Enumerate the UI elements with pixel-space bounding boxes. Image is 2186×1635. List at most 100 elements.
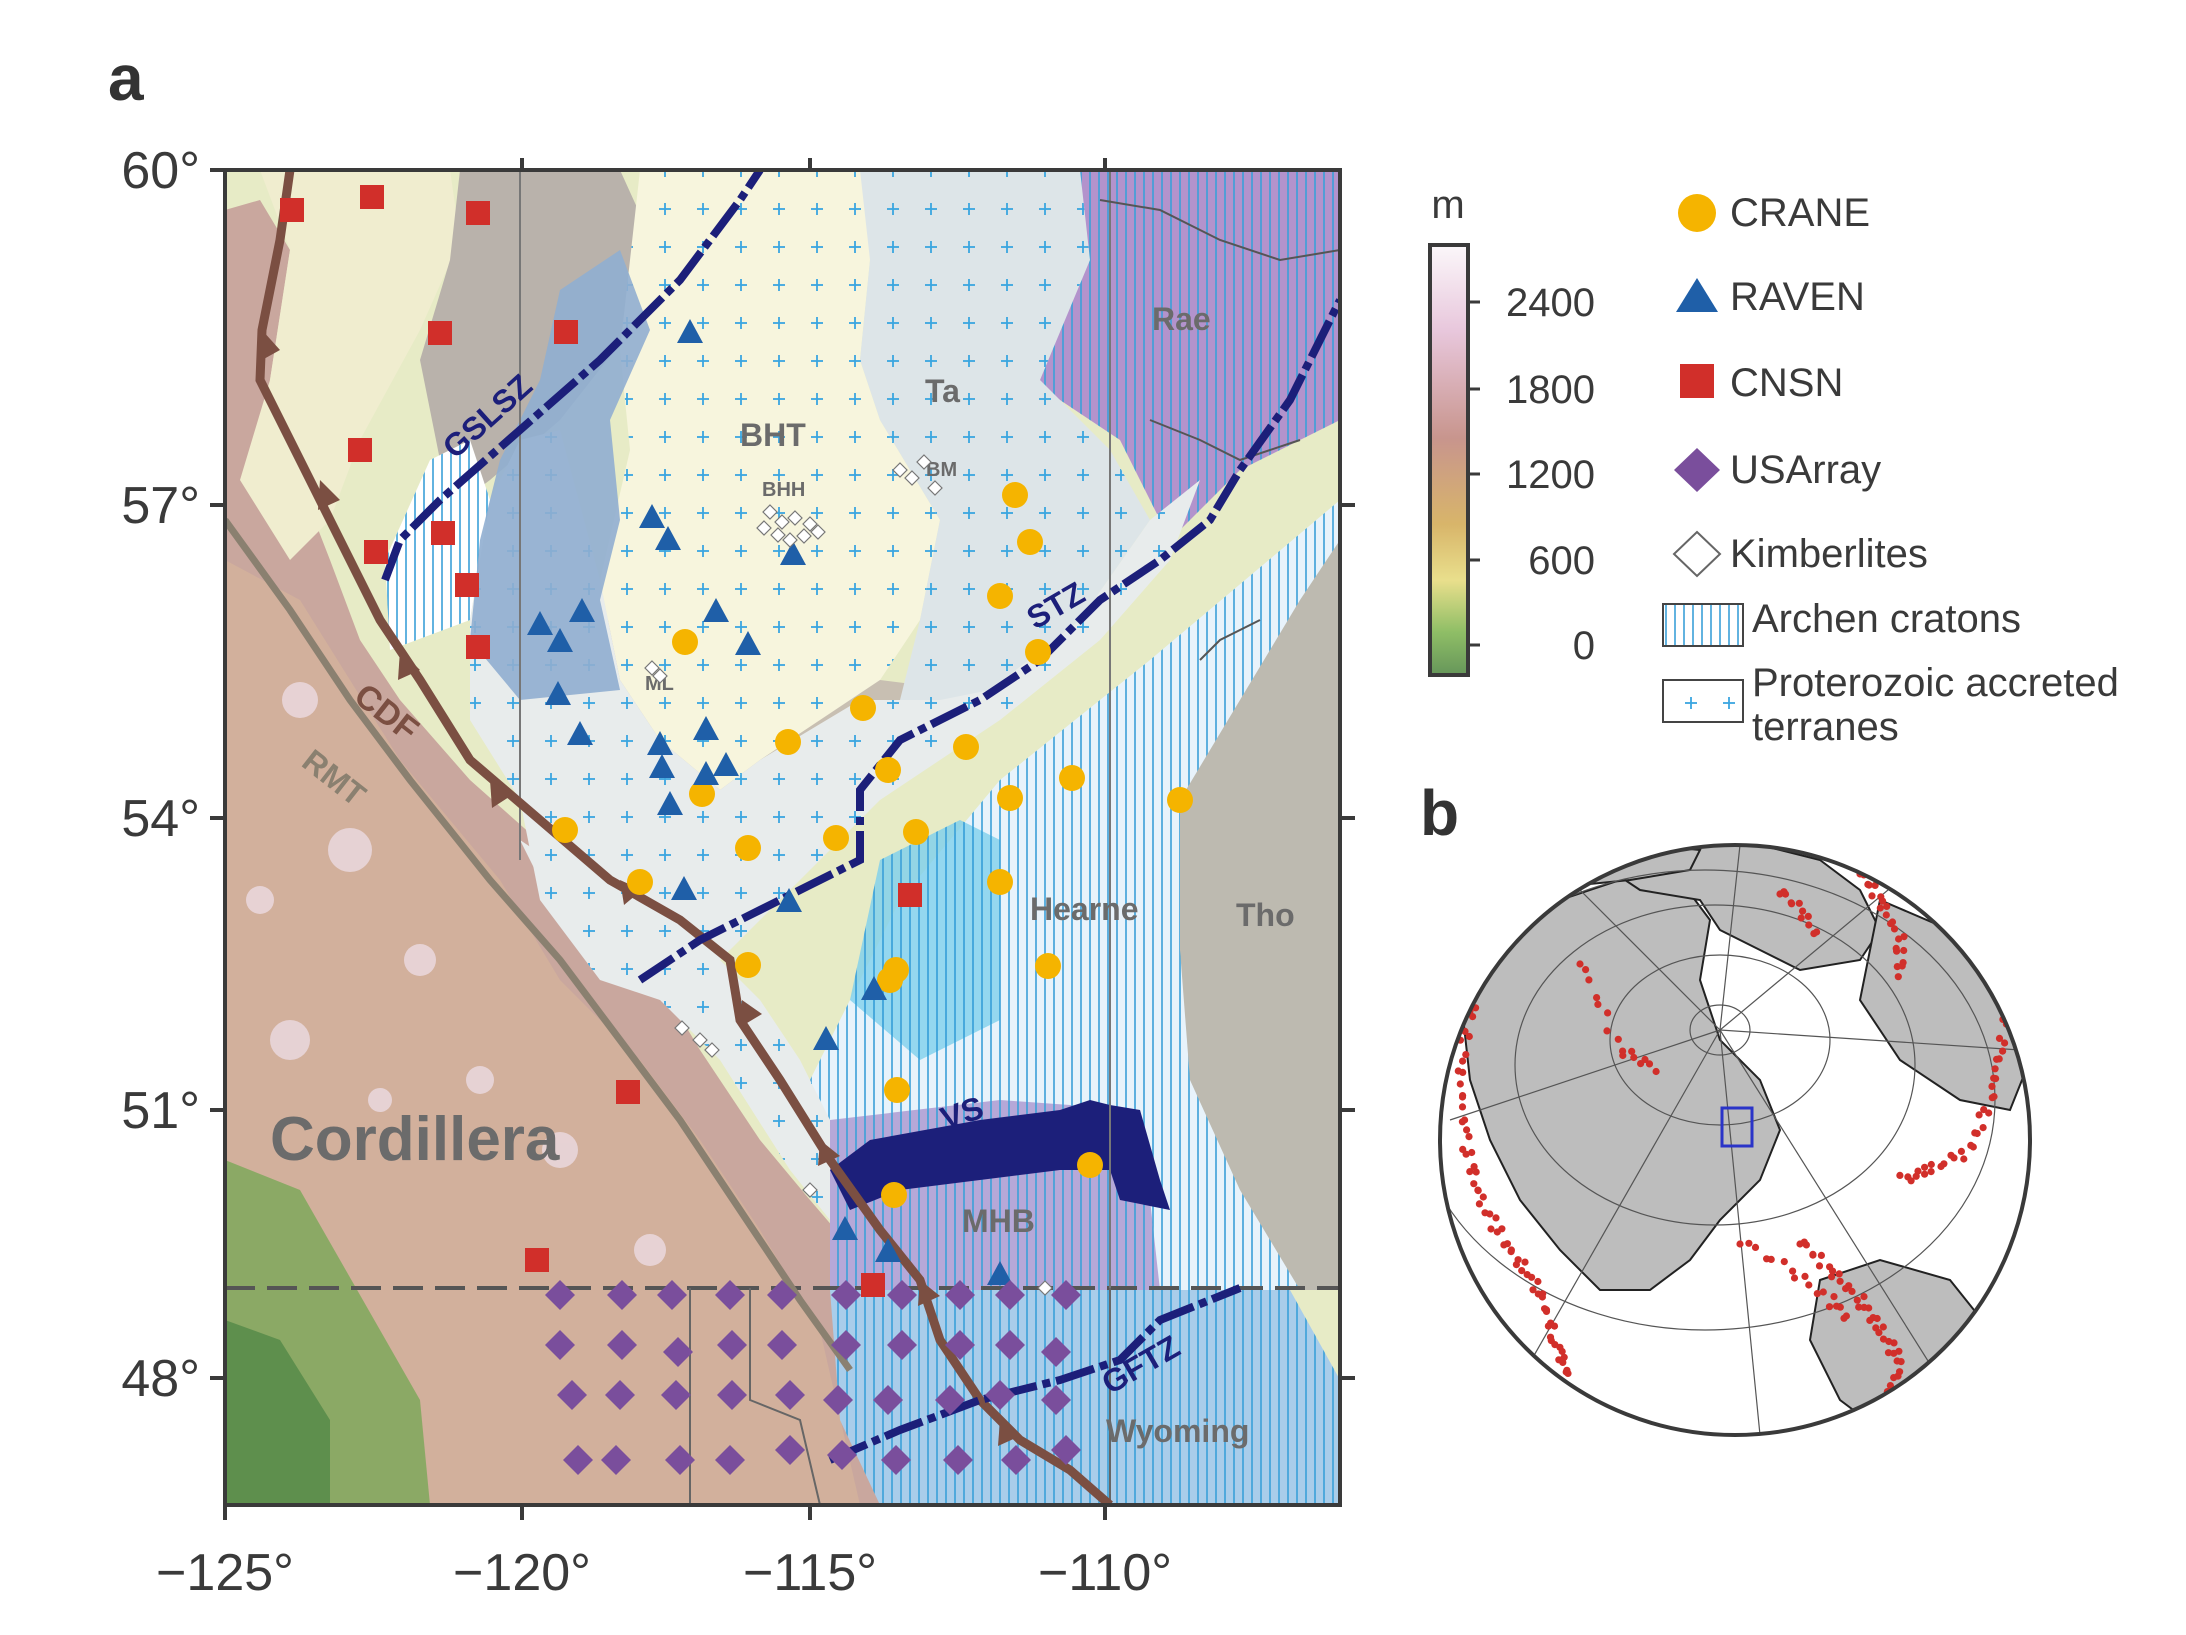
earthquake-event	[1474, 1186, 1482, 1194]
earthquake-event	[1979, 957, 1987, 965]
earthquake-event	[1991, 1065, 1999, 1073]
earthquake-event	[2005, 992, 2013, 1000]
earthquake-event	[1898, 962, 1906, 970]
earthquake-event	[1829, 1267, 1837, 1275]
earthquake-event	[1988, 1082, 1996, 1090]
earthquake-event	[1466, 1168, 1474, 1176]
colorbar-tick-label: 1800	[1506, 368, 1595, 412]
raven-station	[813, 1026, 839, 1050]
usarray-station	[881, 1445, 911, 1475]
kimberlite-site	[810, 524, 826, 540]
earthquake-event	[1544, 1322, 1552, 1330]
usarray-station	[831, 1280, 861, 1310]
region-label-wyoming: Wyoming	[1106, 1413, 1249, 1449]
earthquake-event	[1825, 1303, 1834, 1311]
earthquake-event	[1885, 1397, 1893, 1405]
region-label-cordillera: Cordillera	[270, 1105, 560, 1174]
earthquake-event	[2006, 990, 2014, 998]
region-label-tho: Tho	[1236, 897, 1295, 933]
earthquake-event	[2001, 978, 2009, 986]
kimberlite-site	[692, 1032, 708, 1048]
earthquake-event	[1890, 1339, 1898, 1347]
earthquake-event	[1860, 1293, 1868, 1301]
earthquake-event	[1458, 1093, 1467, 1101]
crane-station	[552, 817, 578, 843]
cnsn-station	[360, 185, 384, 209]
earthquake-event	[1990, 971, 1998, 979]
earthquake-event	[1470, 1180, 1478, 1188]
earthquake-event	[1582, 966, 1590, 974]
earthquake-event	[1795, 899, 1803, 907]
lake-outlines	[1099, 199, 1340, 661]
usarray-station	[831, 1330, 861, 1360]
usarray-station	[607, 1330, 637, 1360]
earthquake-event	[1876, 904, 1884, 912]
crane-station	[884, 1077, 910, 1103]
earthquake-event	[1879, 1335, 1888, 1343]
usarray-station	[935, 1385, 965, 1415]
earthquake-event	[1868, 892, 1876, 900]
earthquake-event	[1900, 933, 1908, 941]
earthquake-event	[1828, 1273, 1836, 1281]
earthquake-event	[1500, 1241, 1508, 1249]
us-state-lines	[689, 1288, 1111, 1505]
earthquake-event	[1518, 1267, 1526, 1275]
earthquake-event	[1927, 1168, 1935, 1176]
earthquake-event	[1979, 1124, 1987, 1132]
earthquake-event	[1630, 1053, 1638, 1062]
legend-kimberlite-symbol	[1672, 530, 1722, 578]
earthquake-event	[1882, 911, 1890, 919]
crane-station	[1077, 1152, 1103, 1178]
usarray-station	[715, 1280, 745, 1310]
earthquake-event	[1900, 946, 1908, 955]
earthquake-event	[1804, 912, 1812, 921]
usarray-station	[1041, 1337, 1071, 1367]
raven-stations	[527, 319, 1013, 1285]
earthquake-event	[1751, 1243, 1760, 1251]
cdf-fault	[255, 170, 1113, 1505]
earthquake-event	[1521, 1258, 1529, 1266]
earthquake-event	[1896, 1171, 1904, 1179]
map-panel-a	[225, 170, 1340, 1505]
earthquake-event	[1873, 1314, 1881, 1323]
region-label-mhb: MHB	[962, 1203, 1035, 1239]
earthquake-event	[1894, 1372, 1902, 1380]
earthquake-event	[1593, 994, 1601, 1002]
earthquake-event	[1542, 1307, 1551, 1315]
earthquake-event	[1871, 881, 1879, 890]
earthquake-event	[1894, 973, 1902, 981]
coastal-lowland-2	[225, 1320, 330, 1505]
kimberlite-site	[644, 660, 660, 676]
earthquake-event	[1462, 1150, 1470, 1158]
earthquake-event	[1481, 1209, 1489, 1217]
great-slave-blue-terrane	[470, 250, 650, 700]
cnsn-station	[554, 320, 578, 344]
usarray-station	[827, 1440, 857, 1470]
region-label-ml: ML	[645, 673, 674, 695]
earthquake-event	[1551, 1341, 1559, 1349]
archean-rae-lines	[1030, 170, 1340, 540]
rmt-fault	[225, 517, 853, 1373]
usarray-station	[715, 1445, 745, 1475]
crane-station	[823, 825, 849, 851]
earthquake-event	[1469, 1013, 1477, 1021]
crane-station	[953, 734, 979, 760]
earthquake-event	[1463, 1126, 1471, 1134]
raven-station	[649, 754, 675, 778]
earthquake-event	[1805, 921, 1813, 929]
earthquake-event	[1866, 1415, 1874, 1423]
cnsn-station	[466, 201, 490, 225]
earthquake-event	[1840, 1314, 1848, 1322]
usarray-station	[873, 1385, 903, 1415]
earthquake-event	[1873, 1414, 1881, 1422]
earthquake-event	[2002, 998, 2010, 1007]
earthquake-event	[1576, 960, 1584, 968]
earthquake-event	[1940, 1160, 1948, 1168]
kimberlite-site	[787, 510, 803, 526]
grey-terrane-nw	[420, 170, 670, 510]
usarray-station	[717, 1380, 747, 1410]
earthquake-event	[1875, 1329, 1883, 1337]
y-tick-label: 54°	[121, 790, 200, 848]
x-tick-label: −110°	[1038, 1544, 1172, 1602]
usarray-station	[563, 1445, 593, 1475]
